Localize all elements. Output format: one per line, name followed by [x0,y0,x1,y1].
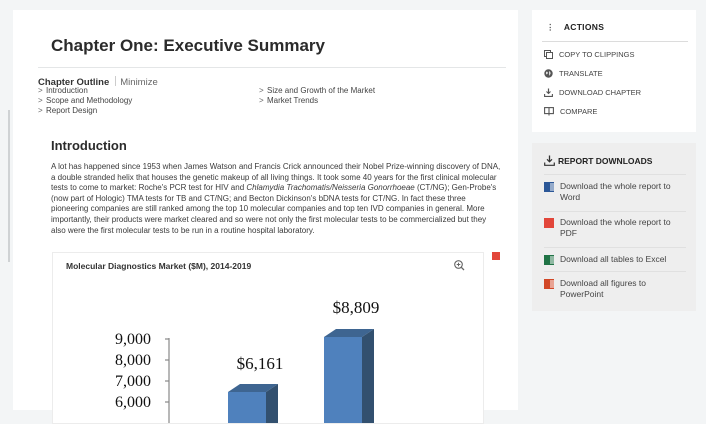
book-icon [544,107,554,116]
chapter-outline-heading: Chapter Outline [38,77,110,88]
divider [544,211,686,212]
report-downloads-header: REPORT DOWNLOADS [544,155,652,166]
bar-2014 [228,384,278,423]
bar-2019 [324,329,374,423]
outline-item-market-trends[interactable]: > Market Trends [259,96,319,105]
download-chapter-button[interactable]: DOWNLOAD CHAPTER [544,88,641,97]
chevron-right-icon: > [259,96,264,105]
download-word-link[interactable]: Download the whole report to Word [544,181,686,203]
actions-panel: ⋮ ACTIONS COPY TO CLIPPINGS TRANSLATE DOW… [532,10,696,132]
excel-icon [544,255,554,265]
bar-chart: 9,000 8,000 7,000 6,000 $6,161 [115,298,380,423]
intro-paragraph: A lot has happened since 1953 when James… [51,162,501,235]
section-heading: Introduction [51,138,127,153]
translate-button[interactable]: TRANSLATE [544,69,603,78]
bar-value-label: $8,809 [333,298,380,317]
pdf-icon [544,218,554,228]
y-tick-label: 7,000 [115,373,151,390]
figure-title: Molecular Diagnostics Market ($M), 2014-… [66,261,252,271]
chevron-right-icon: > [38,86,43,95]
chapter-outline-header: Chapter Outline Minimize [38,76,158,88]
divider [544,174,686,175]
page-title: Chapter One: Executive Summary [51,36,325,55]
outline-list-right: > Size and Growth of the Market > Market T… [259,86,375,106]
outline-item-introduction[interactable]: > Introduction [38,86,88,95]
download-pdf-link[interactable]: Download the whole report to PDF [544,217,686,239]
report-downloads-panel: REPORT DOWNLOADS Download the whole repo… [532,143,696,311]
flag-figure-button[interactable] [492,252,500,260]
outline-list-left: > Introduction > Scope and Methodology > Re… [38,86,132,116]
divider [544,271,686,272]
download-icon [544,155,555,166]
actions-header: ⋮ ACTIONS [546,22,605,32]
more-vertical-icon: ⋮ [546,22,555,32]
chevron-right-icon: > [38,96,43,105]
chevron-right-icon: > [38,106,43,115]
bar-value-label: $6,161 [237,354,284,373]
globe-icon [544,69,553,78]
y-tick-label: 6,000 [115,394,151,411]
y-tick-label: 9,000 [115,331,151,348]
divider [542,41,688,42]
zoom-in-icon [454,260,465,271]
figure-card: Molecular Diagnostics Market ($M), 2014-… [52,252,484,424]
download-icon [544,88,553,97]
outline-item-report-design[interactable]: > Report Design [38,106,98,115]
page-scrollbar[interactable] [8,110,10,262]
outline-item-scope[interactable]: > Scope and Methodology [38,96,133,105]
download-powerpoint-link[interactable]: Download all figures to PowerPoint [544,278,686,300]
outline-item-size-growth[interactable]: > Size and Growth of the Market [259,86,376,95]
divider [38,67,506,68]
y-tick-label: 8,000 [115,352,151,369]
download-excel-link[interactable]: Download all tables to Excel [544,254,686,265]
zoom-in-button[interactable] [453,259,467,273]
divider [115,76,117,86]
powerpoint-icon [544,279,554,289]
chevron-right-icon: > [259,86,264,95]
word-icon [544,182,554,192]
copy-to-clippings-button[interactable]: COPY TO CLIPPINGS [544,50,634,59]
minimize-link[interactable]: Minimize [120,77,158,88]
copy-icon [544,50,553,59]
divider [544,247,686,248]
compare-button[interactable]: COMPARE [544,107,597,116]
chapter-content: Chapter One: Executive Summary Chapter O… [13,10,518,424]
